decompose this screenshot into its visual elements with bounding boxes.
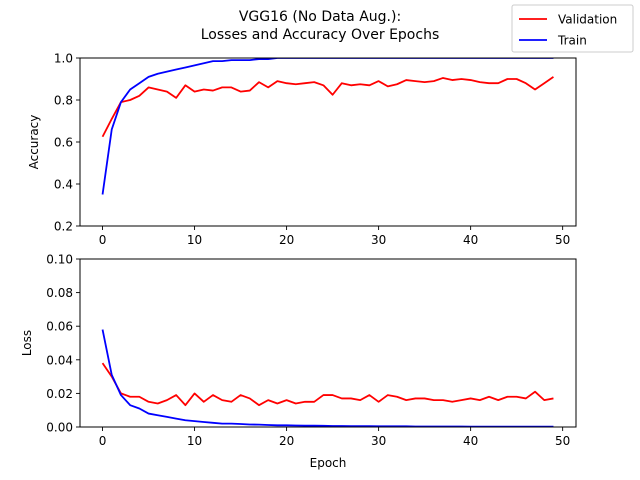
accuracy-x-tick-label: 20 xyxy=(279,233,294,247)
accuracy-series-train-line xyxy=(101,58,554,195)
figure-title-line2: Losses and Accuracy Over Epochs xyxy=(201,27,440,43)
accuracy-y-axis-label: Accuracy xyxy=(27,115,41,170)
loss-x-tick-label: 20 xyxy=(279,434,294,448)
loss-axes-frame xyxy=(79,258,577,428)
loss-y-tick-label: 0.00 xyxy=(46,421,73,435)
loss-y-tick-label: 0.10 xyxy=(46,253,73,267)
legend-label-train: Train xyxy=(557,34,587,48)
legend-label-validation: Validation xyxy=(558,13,617,27)
loss-x-tick-label: 0 xyxy=(99,434,107,448)
accuracy-subplot: 0 10 20 30 40 50 0.2 0.4 0.6 0.8 1.0 Accuracy xyxy=(27,52,577,248)
loss-series-validation-line xyxy=(101,362,554,407)
accuracy-x-tick-label: 50 xyxy=(555,233,570,247)
accuracy-x-tick-label: 10 xyxy=(187,233,202,247)
loss-y-tick-label: 0.06 xyxy=(46,320,73,334)
accuracy-y-tick-label: 0.8 xyxy=(54,94,73,108)
loss-x-axis-label: Epoch xyxy=(310,456,347,470)
loss-subplot: 0 10 20 30 40 50 0.00 0.02 0.04 0.06 0.08 0.10 Loss… xyxy=(20,253,577,470)
loss-y-axis-label: Loss xyxy=(20,330,34,356)
loss-x-tick-label: 50 xyxy=(555,434,570,448)
loss-x-tick-label: 40 xyxy=(463,434,478,448)
loss-ticks: 0 10 20 30 40 50 0.00 0.02 0.04 0.06 0.08 0.10 xyxy=(46,253,570,449)
accuracy-y-tick-label: 0.2 xyxy=(54,220,73,234)
loss-y-tick-label: 0.02 xyxy=(46,387,73,401)
loss-y-tick-label: 0.08 xyxy=(46,286,73,300)
accuracy-series-validation-line xyxy=(101,76,554,138)
loss-x-tick-label: 30 xyxy=(371,434,386,448)
accuracy-plot-lines xyxy=(101,58,554,195)
accuracy-y-tick-label: 1.0 xyxy=(54,52,73,66)
loss-x-tick-label: 10 xyxy=(187,434,202,448)
accuracy-x-tick-label: 0 xyxy=(99,233,107,247)
accuracy-axes-frame xyxy=(79,57,577,227)
accuracy-x-tick-label: 30 xyxy=(371,233,386,247)
accuracy-y-tick-label: 0.4 xyxy=(54,178,73,192)
loss-y-tick-label: 0.04 xyxy=(46,353,73,367)
legend: Validation Train xyxy=(511,4,634,53)
accuracy-x-tick-label: 40 xyxy=(463,233,478,247)
figure-title-line1: VGG16 (No Data Aug.): xyxy=(239,9,401,25)
accuracy-y-tick-label: 0.6 xyxy=(54,136,73,150)
accuracy-ticks: 0 10 20 30 40 50 0.2 0.4 0.6 0.8 1.0 xyxy=(54,52,570,248)
